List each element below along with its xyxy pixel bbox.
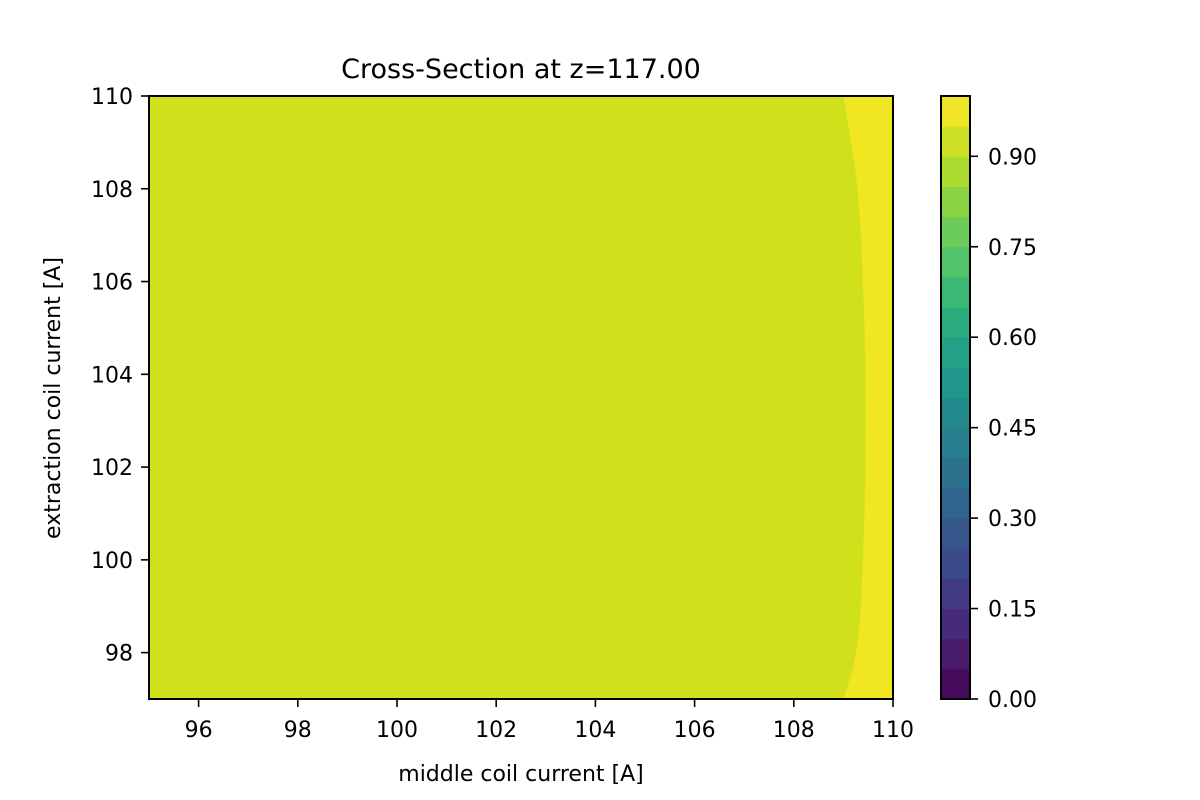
- x-tick-label: 96: [185, 718, 213, 743]
- colorbar-band: [941, 397, 970, 429]
- x-tick-label: 108: [773, 718, 815, 743]
- y-tick-label: 108: [91, 178, 133, 203]
- x-tick-label: 110: [872, 718, 914, 743]
- y-axis-ticks: 98 100 102 104 106 108 110: [91, 85, 149, 667]
- colorbar-band: [941, 216, 970, 248]
- x-axis-label: middle coil current [A]: [398, 762, 643, 787]
- colorbar-band: [941, 487, 970, 519]
- colorbar-band: [941, 186, 970, 218]
- colorbar-band: [941, 276, 970, 308]
- contour-region-0.90-0.95: [149, 96, 893, 699]
- colorbar-band: [941, 427, 970, 459]
- colorbar-band: [941, 548, 970, 579]
- colorbar-band: [941, 668, 970, 700]
- colorbar-band: [941, 156, 970, 188]
- colorbar-band: [941, 126, 970, 157]
- x-tick-label: 104: [574, 718, 616, 743]
- contour-region-0.95-1.00: [843, 96, 893, 699]
- y-tick-label: 98: [105, 642, 133, 667]
- colorbar-band: [941, 337, 970, 368]
- colorbar-band: [941, 578, 970, 610]
- colorbar-frame: [940, 95, 971, 700]
- colorbar-band: [941, 246, 970, 278]
- colorbar-tick-label: 0.60: [988, 326, 1037, 351]
- colorbar-tick-label: 0.30: [988, 507, 1037, 532]
- x-axis-ticks: 96 98 100 102 104 106 108 110: [185, 699, 914, 743]
- plot-frame: [148, 95, 894, 700]
- colorbar-ticks: 0.00 0.15 0.30 0.45 0.60 0.75 0.90: [970, 145, 1037, 713]
- chart-title: Cross-Section at z=117.00: [341, 54, 701, 85]
- colorbar-band: [941, 457, 970, 489]
- y-tick-label: 102: [91, 456, 133, 481]
- colorbar-band: [941, 367, 970, 399]
- x-tick-label: 106: [674, 718, 716, 743]
- y-tick-label: 106: [91, 271, 133, 296]
- colorbar-tick-label: 0.75: [988, 236, 1037, 261]
- plot-area: [148, 95, 894, 700]
- colorbar-band: [941, 96, 970, 127]
- x-tick-label: 102: [475, 718, 517, 743]
- y-tick-label: 110: [91, 85, 133, 110]
- y-tick-label: 104: [91, 363, 133, 388]
- colorbar-bands: [941, 96, 970, 700]
- colorbar-tick-label: 0.00: [988, 688, 1037, 713]
- y-axis-label: extraction coil current [A]: [41, 257, 66, 539]
- colorbar-tick-label: 0.45: [988, 417, 1037, 442]
- colorbar-tick-label: 0.90: [988, 145, 1037, 170]
- colorbar-tick-label: 0.15: [988, 598, 1037, 623]
- colorbar-band: [941, 638, 970, 670]
- x-tick-label: 98: [284, 718, 312, 743]
- y-tick-label: 100: [91, 549, 133, 574]
- x-tick-label: 100: [376, 718, 418, 743]
- colorbar: 0.00 0.15 0.30 0.45 0.60 0.75 0.90: [940, 95, 1037, 713]
- colorbar-band: [941, 608, 970, 640]
- colorbar-band: [941, 307, 970, 338]
- colorbar-band: [941, 518, 970, 549]
